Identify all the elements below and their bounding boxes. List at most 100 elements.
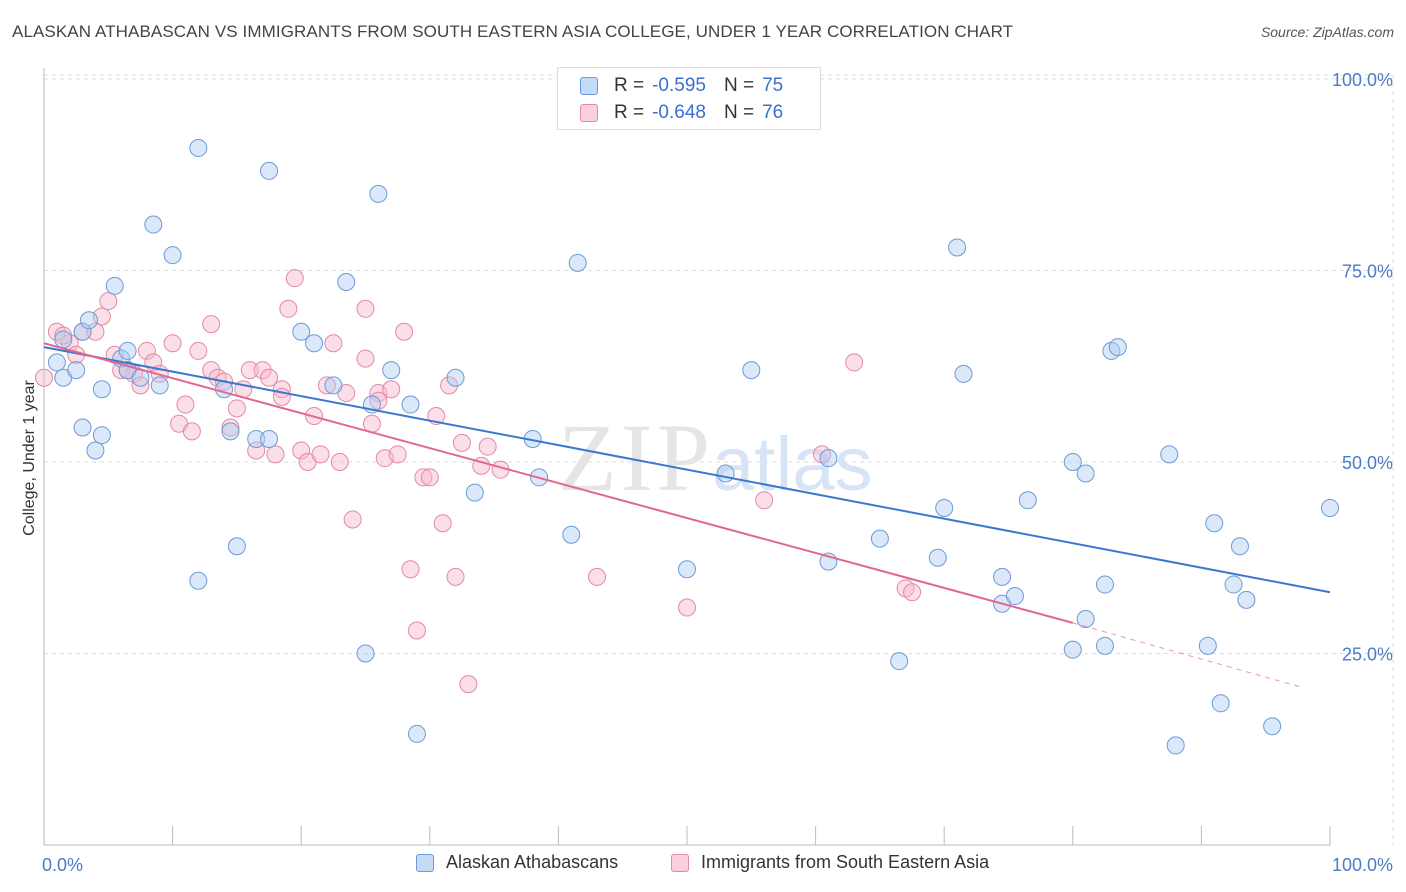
x-tick-label: 100.0% xyxy=(1332,855,1393,875)
data-point-immigrants xyxy=(35,368,53,387)
data-point-immigrants xyxy=(311,445,330,464)
data-point-athabascan xyxy=(221,422,240,441)
data-point-athabascan xyxy=(1263,717,1282,736)
series-legend-swatch-blue xyxy=(416,853,434,872)
data-point-athabascan xyxy=(292,322,311,341)
data-point-athabascan xyxy=(1095,636,1114,655)
data-point-immigrants xyxy=(285,269,304,288)
legend-n-label: N = xyxy=(723,102,755,123)
data-point-athabascan xyxy=(247,430,266,449)
data-point-athabascan xyxy=(446,368,465,387)
data-point-athabascan xyxy=(227,537,246,556)
legend-r-label: R = xyxy=(614,75,645,96)
data-point-athabascan xyxy=(105,276,124,295)
legend-n-value: 76 xyxy=(762,102,784,123)
data-point-athabascan xyxy=(1018,491,1037,510)
series-legend-label: Immigrants from South Eastern Asia xyxy=(701,852,990,872)
data-point-immigrants xyxy=(356,299,375,318)
trend-line-immigrants xyxy=(43,342,1074,624)
series-legend-swatch-pink xyxy=(671,853,689,872)
watermark: ZIP atlas xyxy=(558,404,873,511)
data-point-athabascan xyxy=(1237,590,1256,609)
data-point-immigrants xyxy=(54,326,73,345)
data-point-immigrants xyxy=(362,414,381,433)
data-point-immigrants xyxy=(407,621,426,640)
data-point-athabascan xyxy=(1321,498,1339,517)
legend-row-immigrants: R = -0.648 N = 76 xyxy=(580,100,783,126)
legend-r-label: R = xyxy=(614,102,645,123)
y-axis-label: College, Under 1 year xyxy=(21,380,38,536)
trend-line-athabascan xyxy=(43,346,1331,594)
data-point-athabascan xyxy=(189,571,208,590)
data-point-immigrants xyxy=(182,422,201,441)
legend-row-athabascan: R = -0.595 N = 75 xyxy=(580,73,783,99)
data-point-athabascan xyxy=(1005,587,1024,606)
data-point-immigrants xyxy=(420,468,439,487)
data-point-athabascan xyxy=(92,426,111,445)
chart-title: ALASKAN ATHABASCAN VS IMMIGRANTS FROM SO… xyxy=(12,22,1014,41)
data-point-immigrants xyxy=(176,395,195,414)
data-point-immigrants xyxy=(382,380,401,399)
series-legend-label: Alaskan Athabascans xyxy=(446,852,619,872)
data-point-athabascan xyxy=(260,161,279,180)
source-credit: Source: ZipAtlas.com xyxy=(1260,24,1394,40)
data-point-athabascan xyxy=(86,441,105,460)
data-point-athabascan xyxy=(562,525,581,544)
data-point-athabascan xyxy=(382,361,401,380)
data-point-athabascan xyxy=(928,548,947,567)
data-point-immigrants xyxy=(433,514,452,533)
data-point-immigrants xyxy=(414,468,433,487)
data-point-athabascan xyxy=(73,418,92,437)
data-point-athabascan xyxy=(1108,338,1127,357)
series-athabascan-points xyxy=(47,138,1339,755)
data-point-athabascan xyxy=(67,361,86,380)
data-point-immigrants xyxy=(163,334,182,353)
data-point-immigrants xyxy=(131,376,150,395)
tick-labels: 25.0% 50.0% 75.0% 100.0% 0.0% 100.0% xyxy=(42,70,1393,875)
data-point-immigrants xyxy=(446,567,465,586)
data-point-immigrants xyxy=(587,567,606,586)
series-legend: Alaskan Athabascans Immigrants from Sout… xyxy=(0,850,1406,878)
data-point-athabascan xyxy=(716,464,735,483)
data-point-immigrants xyxy=(86,322,105,341)
data-point-athabascan xyxy=(1205,514,1224,533)
data-point-athabascan xyxy=(73,322,92,341)
watermark-atlas: atlas xyxy=(712,422,873,507)
data-point-athabascan xyxy=(993,567,1012,586)
data-point-immigrants xyxy=(221,418,240,437)
data-point-immigrants xyxy=(266,445,285,464)
data-point-athabascan xyxy=(144,215,163,234)
y-tick-label: 75.0% xyxy=(1342,262,1393,282)
data-point-immigrants xyxy=(279,299,298,318)
data-point-immigrants xyxy=(189,341,208,360)
data-point-immigrants xyxy=(903,583,922,602)
data-point-immigrants xyxy=(356,349,375,368)
data-point-athabascan xyxy=(465,483,484,502)
data-point-athabascan xyxy=(870,529,889,548)
legend-swatch-blue xyxy=(580,77,598,95)
data-point-athabascan xyxy=(678,560,696,579)
series-legend-athabascan[interactable]: Alaskan Athabascans xyxy=(416,852,618,873)
data-point-immigrants xyxy=(478,437,497,456)
data-point-immigrants xyxy=(253,361,272,380)
data-point-immigrants xyxy=(452,433,471,452)
data-point-athabascan xyxy=(80,311,99,330)
x-tick-label: 0.0% xyxy=(42,855,83,875)
data-point-athabascan xyxy=(948,238,967,257)
data-point-immigrants xyxy=(260,368,279,387)
data-point-athabascan xyxy=(324,376,343,395)
data-point-athabascan xyxy=(819,449,838,468)
data-point-athabascan xyxy=(150,376,169,395)
data-point-immigrants xyxy=(395,322,414,341)
series-legend-immigrants[interactable]: Immigrants from South Eastern Asia xyxy=(671,852,989,873)
data-point-athabascan xyxy=(568,253,587,272)
data-point-athabascan xyxy=(47,353,66,372)
data-point-immigrants xyxy=(678,598,696,617)
data-point-athabascan xyxy=(369,184,388,203)
data-point-immigrants xyxy=(343,510,362,529)
data-point-athabascan xyxy=(92,380,111,399)
data-point-immigrants xyxy=(330,453,349,471)
data-point-athabascan xyxy=(356,644,375,663)
data-point-immigrants xyxy=(317,376,336,395)
